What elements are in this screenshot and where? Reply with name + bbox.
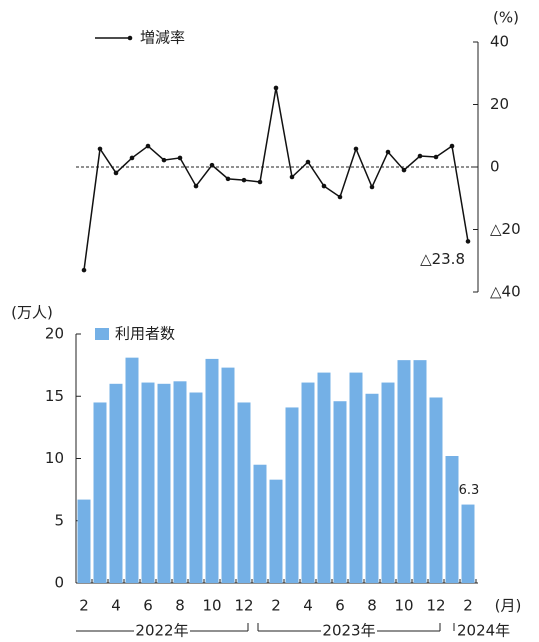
year-label: 2023年 <box>322 622 375 640</box>
bar <box>445 456 459 583</box>
year-label: 2022年 <box>135 622 188 640</box>
bar <box>125 357 139 583</box>
x-tick-label: 10 <box>394 597 413 615</box>
bar <box>109 383 123 583</box>
x-tick-label: 12 <box>426 597 445 615</box>
y-tick-label: △40 <box>490 283 521 301</box>
point <box>385 149 391 155</box>
point <box>81 267 87 273</box>
point <box>289 174 295 180</box>
bar <box>189 392 203 583</box>
point <box>129 155 135 161</box>
data-label: 6.3 <box>459 483 480 498</box>
point <box>417 153 423 159</box>
legend-label: 増減率 <box>140 29 185 47</box>
y-tick-label: 20 <box>45 325 64 343</box>
bar <box>253 464 267 583</box>
bar <box>285 407 299 583</box>
bar <box>141 382 155 583</box>
point <box>209 162 215 168</box>
bar <box>93 402 107 583</box>
x-unit-label: (月) <box>495 597 522 615</box>
x-tick-label: 10 <box>202 597 221 615</box>
point <box>433 154 439 160</box>
point <box>241 177 247 183</box>
bar <box>397 360 411 583</box>
point <box>257 179 263 185</box>
bar <box>237 402 251 583</box>
y-tick-label: 20 <box>490 95 509 113</box>
point <box>193 183 199 189</box>
bar <box>349 372 363 583</box>
x-tick-label: 4 <box>111 597 121 615</box>
x-tick-label: 8 <box>367 597 377 615</box>
y-tick-label: 15 <box>45 387 64 405</box>
x-tick-label: 6 <box>143 597 153 615</box>
bar <box>365 393 379 583</box>
bar <box>429 397 443 583</box>
x-tick-label: 4 <box>303 597 313 615</box>
bar <box>301 382 315 583</box>
point <box>273 85 279 91</box>
y-unit-label: (%) <box>493 9 519 27</box>
point <box>225 176 231 182</box>
point <box>97 146 103 152</box>
x-tick-label: 12 <box>234 597 253 615</box>
year-label: 2024年 <box>457 622 510 640</box>
x-tick-label: 2 <box>79 597 89 615</box>
bar <box>221 367 235 583</box>
y-tick-label: 0 <box>54 574 64 592</box>
point <box>145 143 151 149</box>
data-label: △23.8 <box>420 250 465 268</box>
bar <box>413 360 427 583</box>
x-tick-label: 2 <box>271 597 281 615</box>
bar <box>333 401 347 583</box>
y-tick-label: 40 <box>490 33 509 51</box>
point <box>369 184 375 190</box>
legend-label: 利用者数 <box>115 325 175 343</box>
line <box>83 87 469 271</box>
bar <box>461 504 475 583</box>
point <box>177 155 183 161</box>
bar <box>157 383 171 583</box>
x-tick-label: 6 <box>335 597 345 615</box>
y-tick-label: 10 <box>45 449 64 467</box>
bar <box>77 499 91 583</box>
point <box>161 157 167 163</box>
point <box>449 143 455 149</box>
point <box>113 170 119 176</box>
x-tick-label: 2 <box>463 597 473 615</box>
legend-swatch <box>95 328 109 340</box>
legend-marker <box>127 35 133 41</box>
bar <box>269 479 283 583</box>
point <box>305 159 311 165</box>
bar <box>317 372 331 583</box>
y-tick-label: 0 <box>490 158 500 176</box>
y-tick-label: △20 <box>490 220 521 238</box>
bar <box>173 381 187 583</box>
point <box>465 239 471 244</box>
x-tick-label: 8 <box>175 597 185 615</box>
point <box>353 146 359 152</box>
point <box>321 183 327 189</box>
bar <box>205 358 219 583</box>
point <box>337 194 343 200</box>
y-unit-label: (万人) <box>11 304 53 322</box>
point <box>401 167 407 173</box>
bar <box>381 382 395 583</box>
y-tick-label: 5 <box>54 511 64 529</box>
